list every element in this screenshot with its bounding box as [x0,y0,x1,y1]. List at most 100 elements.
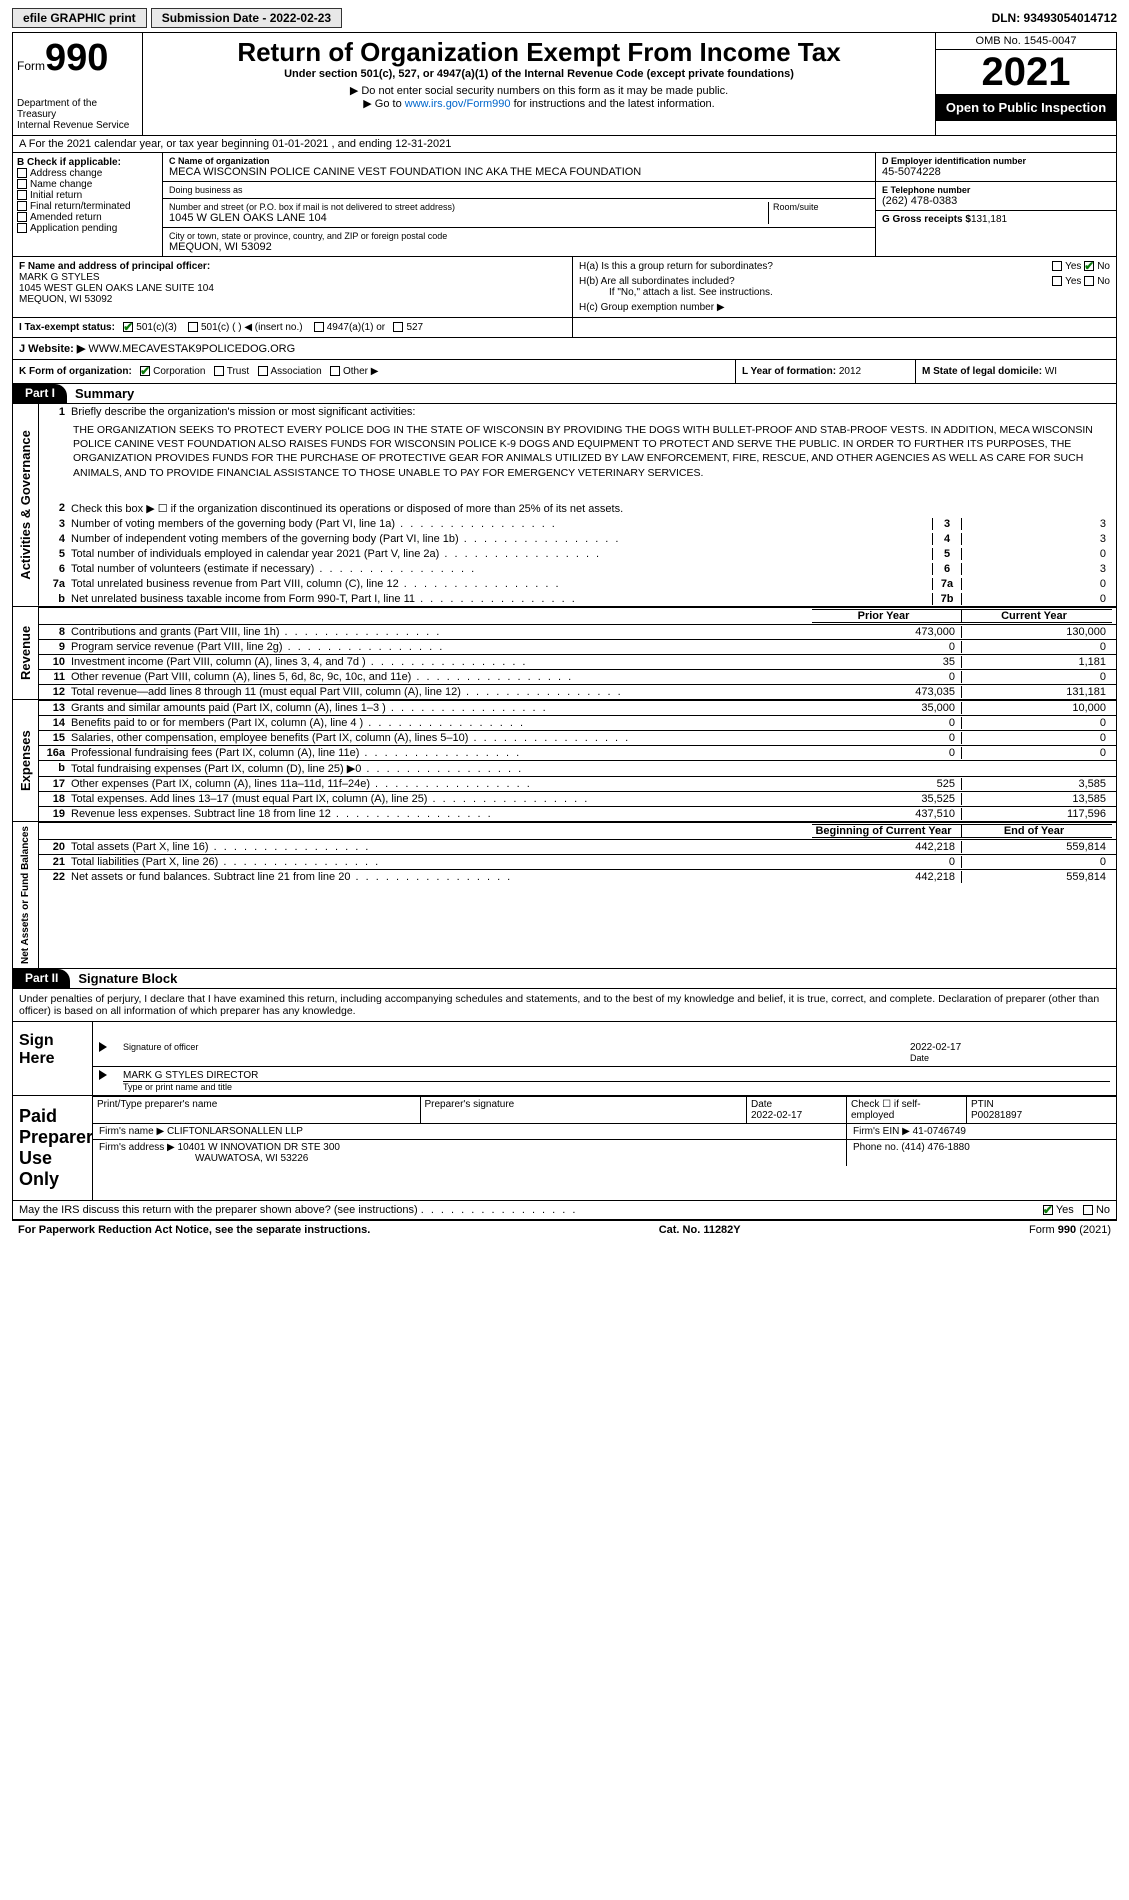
officer-addr2: MEQUON, WI 53092 [19,294,112,305]
open-to-public: Open to Public Inspection [936,94,1116,121]
state-domicile: WI [1045,366,1057,377]
dept-treasury: Department of the Treasury [17,98,138,120]
tab-net-assets: Net Assets or Fund Balances [13,822,39,968]
submission-date-button[interactable]: Submission Date - 2022-02-23 [151,8,342,28]
cb-discuss-yes[interactable] [1043,1205,1053,1215]
cb-4947[interactable] [314,322,324,332]
block-fh: F Name and address of principal officer:… [12,257,1117,318]
cb-address-change[interactable] [17,168,27,178]
cb-ha-no[interactable] [1084,261,1094,271]
firm-city: WAUWATOSA, WI 53226 [99,1153,308,1164]
table-row: 20 Total assets (Part X, line 16) 442,21… [39,839,1116,854]
table-row: 9 Program service revenue (Part VIII, li… [39,639,1116,654]
cb-name-change[interactable] [17,179,27,189]
table-row: 13 Grants and similar amounts paid (Part… [39,700,1116,715]
dln-text: DLN: 93493054014712 [992,11,1117,25]
signature-block: Under penalties of perjury, I declare th… [12,989,1117,1220]
block-d-contact: D Employer identification number 45-5074… [876,153,1116,256]
cb-501c[interactable] [188,322,198,332]
irs-link[interactable]: www.irs.gov/Form990 [405,98,511,110]
table-row: 14 Benefits paid to or for members (Part… [39,715,1116,730]
cb-association[interactable] [258,366,268,376]
telephone: (262) 478-0383 [882,195,1110,207]
cb-527[interactable] [393,322,403,332]
form-title: Return of Organization Exempt From Incom… [151,37,927,68]
efile-topbar: efile GRAPHIC print Submission Date - 20… [12,8,1117,28]
tab-revenue: Revenue [13,607,39,699]
officer-name-title: MARK G STYLES DIRECTOR [123,1070,1110,1081]
table-row: 7a Total unrelated business revenue from… [39,576,1116,591]
cb-corporation[interactable] [140,366,150,376]
prep-date: 2022-02-17 [751,1110,802,1121]
section-revenue: Revenue Prior Year Current Year 8 Contri… [12,607,1117,700]
cb-hb-no[interactable] [1084,276,1094,286]
irs-label: Internal Revenue Service [17,120,138,131]
form-header: Form990 Department of the Treasury Inter… [12,32,1117,136]
cb-discuss-no[interactable] [1083,1205,1093,1215]
cb-501c3[interactable] [123,322,133,332]
city-state-zip: MEQUON, WI 53092 [169,241,869,253]
page-footer: For Paperwork Reduction Act Notice, see … [12,1220,1117,1239]
officer-name: MARK G STYLES [19,272,100,283]
form-subtitle: Under section 501(c), 527, or 4947(a)(1)… [151,68,927,80]
org-name: MECA WISCONSIN POLICE CANINE VEST FOUNDA… [169,166,869,178]
self-employed-check[interactable]: Check ☐ if self-employed [846,1096,966,1123]
ptin: P00281897 [971,1110,1022,1121]
form-number: Form990 [17,37,138,80]
cb-hb-yes[interactable] [1052,276,1062,286]
part1-header: Part I Summary [12,384,1117,404]
sign-arrow-icon [99,1042,119,1052]
section-governance: Activities & Governance 1 Briefly descri… [12,404,1117,607]
sig-date: 2022-02-17 [910,1042,1110,1053]
firm-name: CLIFTONLARSONALLEN LLP [167,1126,303,1137]
cb-amended-return[interactable] [17,212,27,222]
cb-application-pending[interactable] [17,223,27,233]
row-i-tax-status: I Tax-exempt status: 501(c)(3) 501(c) ( … [12,318,1117,338]
omb-number: OMB No. 1545-0047 [936,33,1116,50]
block-c-org-info: C Name of organization MECA WISCONSIN PO… [163,153,876,256]
table-row: 4 Number of independent voting members o… [39,531,1116,546]
cb-other[interactable] [330,366,340,376]
tab-expenses: Expenses [13,700,39,821]
cb-trust[interactable] [214,366,224,376]
tax-year: 2021 [936,50,1116,94]
paid-preparer-label: Paid Preparer Use Only [13,1096,93,1200]
table-row: 12 Total revenue—add lines 8 through 11 … [39,684,1116,699]
year-formation: 2012 [839,366,861,377]
firm-address: 10401 W INNOVATION DR STE 300 [178,1142,340,1153]
section-net-assets: Net Assets or Fund Balances Beginning of… [12,822,1117,969]
block-b-checkboxes: B Check if applicable: Address change Na… [13,153,163,256]
table-row: b Total fundraising expenses (Part IX, c… [39,760,1116,776]
table-row: b Net unrelated business taxable income … [39,591,1116,606]
table-row: 15 Salaries, other compensation, employe… [39,730,1116,745]
discuss-row: May the IRS discuss this return with the… [13,1200,1116,1219]
ssn-note: ▶ Do not enter social security numbers o… [151,84,927,97]
mission-text: THE ORGANIZATION SEEKS TO PROTECT EVERY … [39,419,1116,500]
firm-phone: (414) 476-1880 [901,1142,969,1153]
section-expenses: Expenses 13 Grants and similar amounts p… [12,700,1117,822]
block-bcd: B Check if applicable: Address change Na… [12,153,1117,257]
cb-initial-return[interactable] [17,190,27,200]
table-row: 22 Net assets or fund balances. Subtract… [39,869,1116,884]
table-row: 19 Revenue less expenses. Subtract line … [39,806,1116,821]
officer-addr1: 1045 WEST GLEN OAKS LANE SUITE 104 [19,283,214,294]
efile-print-button[interactable]: efile GRAPHIC print [12,8,147,28]
tab-governance: Activities & Governance [13,404,39,606]
table-row: 18 Total expenses. Add lines 13–17 (must… [39,791,1116,806]
row-klm: K Form of organization: Corporation Trus… [12,360,1117,384]
table-row: 8 Contributions and grants (Part VIII, l… [39,624,1116,639]
firm-ein: 41-0746749 [913,1126,966,1137]
cb-final-return[interactable] [17,201,27,211]
table-row: 3 Number of voting members of the govern… [39,516,1116,531]
sign-arrow-icon-2 [99,1070,119,1080]
table-row: 11 Other revenue (Part VIII, column (A),… [39,669,1116,684]
table-row: 10 Investment income (Part VIII, column … [39,654,1116,669]
row-j-website: J Website: ▶ WWW.MECAVESTAK9POLICEDOG.OR… [12,338,1117,360]
table-row: 16a Professional fundraising fees (Part … [39,745,1116,760]
goto-instructions: ▶ Go to www.irs.gov/Form990 for instruct… [151,97,927,110]
part2-header: Part II Signature Block [12,969,1117,989]
table-row: 17 Other expenses (Part IX, column (A), … [39,776,1116,791]
table-row: 21 Total liabilities (Part X, line 26) 0… [39,854,1116,869]
cb-ha-yes[interactable] [1052,261,1062,271]
row-a-calendar-year: A For the 2021 calendar year, or tax yea… [12,136,1117,153]
